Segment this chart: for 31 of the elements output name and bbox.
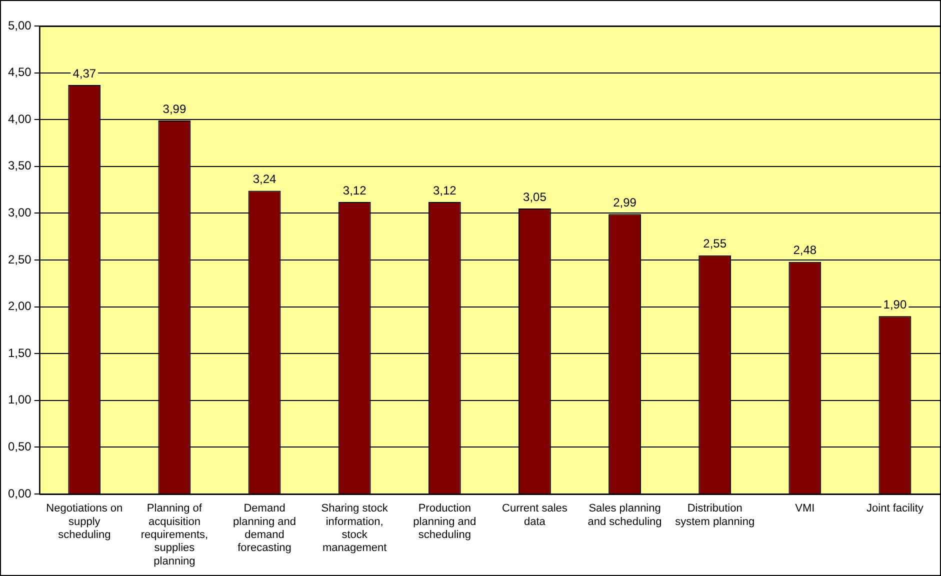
- y-tick-label: 2,50: [8, 252, 32, 266]
- y-tick-label: 0,00: [8, 486, 32, 500]
- data-label: 1,90: [883, 297, 907, 312]
- x-tick-label: Current sales data: [502, 502, 568, 528]
- x-tick-label: Sales planning and scheduling: [588, 502, 662, 528]
- y-tick-label: 3,00: [8, 206, 32, 220]
- x-tick-label: Distribution system planning: [675, 502, 755, 528]
- y-tick-label: 5,00: [8, 18, 32, 32]
- x-tick-label: Negotiations on supply scheduling: [46, 502, 123, 542]
- data-label: 2,99: [613, 195, 637, 210]
- y-tick-label: 3,50: [8, 158, 32, 173]
- data-label: 3,12: [432, 183, 457, 198]
- y-tick-label: 4,00: [8, 112, 32, 126]
- y-tick-label: 1,50: [8, 346, 32, 360]
- y-tick-label: 4,50: [8, 65, 32, 80]
- x-tick-label: VMI: [795, 502, 815, 515]
- y-tick-label: 0,50: [8, 440, 32, 454]
- data-label: 3,05: [523, 190, 547, 204]
- data-label: 4,37: [72, 66, 96, 80]
- data-label: 3,12: [342, 183, 367, 198]
- x-tick-label: Planning of acquisition requirements, supplies planning: [140, 502, 208, 568]
- x-tick-label: Production planning and scheduling: [413, 502, 476, 542]
- data-label: 3,99: [162, 102, 186, 116]
- data-label: 2,55: [703, 236, 727, 251]
- y-tick-label: 1,00: [8, 392, 32, 407]
- x-tick-label: Joint facility: [866, 502, 924, 515]
- data-label: 3,24: [252, 172, 277, 186]
- x-tick-label: Sharing stock information, stock management: [321, 502, 388, 554]
- y-tick-label: 2,00: [8, 299, 32, 314]
- x-tick-label: Demand planning and demand forecasting: [233, 502, 296, 554]
- data-label: 2,48: [793, 243, 817, 258]
